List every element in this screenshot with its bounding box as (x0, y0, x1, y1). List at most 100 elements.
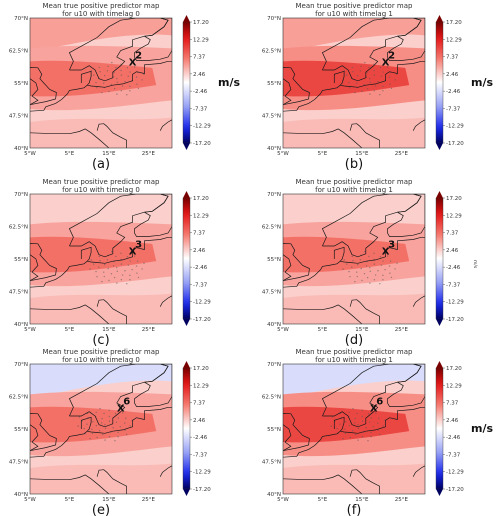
colorbar-tick-label: -12.29 (446, 124, 464, 130)
map-frame (29, 17, 173, 149)
coast-black-sea (412, 465, 425, 477)
colorbar-bottom-arrow (436, 143, 443, 150)
colorbar-tick-label: -17.20 (446, 141, 464, 147)
x-tick-label: 15°E (355, 327, 369, 333)
coast-jutland (80, 416, 92, 432)
dot (113, 71, 115, 74)
field-north-band (283, 18, 425, 53)
dot (369, 77, 371, 80)
colorbar-tick-label: -17.20 (193, 487, 211, 493)
colorbar-tick-label: -7.37 (446, 452, 461, 458)
dot (120, 69, 122, 72)
dot (95, 424, 98, 427)
dot (354, 280, 356, 283)
dot (356, 75, 359, 77)
map-frame (29, 363, 173, 495)
dot (116, 81, 119, 83)
y-tick-label: 55°N (267, 427, 281, 433)
dot (375, 412, 377, 414)
colorbar-top-arrow (183, 191, 190, 198)
colorbar-tick-label: -2.46 (193, 435, 208, 441)
dot (143, 262, 145, 264)
dot (126, 67, 129, 69)
coast-iberia-med (30, 304, 110, 324)
dot (108, 279, 110, 282)
dot (117, 436, 119, 438)
dot (116, 93, 118, 95)
dot (133, 255, 136, 257)
dot (356, 275, 358, 278)
dot (394, 268, 396, 270)
dot (373, 263, 376, 265)
x-tick-label: 15°E (102, 497, 116, 503)
dot (98, 266, 100, 268)
annotation-x-mark: X (382, 246, 390, 257)
dot (124, 270, 126, 272)
coast-jutland (80, 70, 92, 86)
x-tick-label: 15°E (102, 151, 116, 157)
field-south-region (283, 293, 425, 324)
annotation-x-mark: X (129, 57, 137, 68)
dot (116, 77, 118, 80)
dot (113, 276, 116, 279)
x-tick-label: 25°E (395, 327, 409, 333)
coast-black-sea (159, 465, 172, 477)
dot (89, 437, 91, 440)
coast-finland (134, 364, 172, 407)
dot (379, 256, 382, 258)
dot (361, 420, 364, 422)
dot (117, 431, 119, 434)
colorbar-bar (435, 367, 444, 490)
annotation-x-mark: X (370, 403, 378, 414)
significance-dots (89, 61, 145, 96)
y-tick-label: 47.5°N (9, 290, 28, 296)
dot (374, 85, 377, 87)
coast-iberia-med (283, 474, 363, 494)
colorbar: 17.20 12.29 7.37 2.46 -2.46 -7.37 -12.29 -17.20 (435, 361, 464, 496)
dot (349, 87, 351, 89)
dot (356, 82, 358, 84)
colorbar-tick-label: 7.37 (446, 231, 459, 237)
coast-adriatic (349, 469, 380, 494)
heatmap-field (283, 18, 425, 148)
dot (101, 91, 103, 94)
y-tick-label: 47.5°N (262, 290, 281, 296)
significance-dots (342, 61, 398, 96)
dot (366, 276, 369, 279)
dot (129, 71, 131, 73)
dot (369, 93, 371, 95)
dot (361, 90, 363, 93)
colorbar-top-arrow (183, 361, 190, 368)
y-tick-label: 55°N (267, 81, 281, 87)
significance-dots (77, 407, 133, 442)
colorbar: 17.20 12.29 7.37 2.46 -2.46 -7.37 -12.29 -17.20 (182, 15, 211, 150)
colorbar-tick-label: -17.20 (193, 141, 211, 147)
dot (386, 255, 389, 257)
dot (127, 264, 130, 266)
dot (103, 264, 106, 266)
y-tick-label: 70°N (14, 362, 28, 368)
dot (354, 91, 356, 94)
dot (378, 433, 381, 436)
dot (356, 264, 359, 266)
colorbar-tick-label: -7.37 (193, 452, 208, 458)
heatmap-field (283, 194, 425, 324)
y-tick-label: 40°N (14, 146, 28, 152)
dot (382, 90, 384, 92)
colorbar-bottom-arrow (436, 489, 443, 496)
x-tick-label: 5°W (24, 151, 36, 157)
dot (331, 416, 334, 418)
dot (78, 416, 81, 418)
panel-title-line2: for u10 with timelag 1 (315, 356, 393, 364)
dot (101, 422, 103, 424)
colorbar-bottom-arrow (183, 143, 190, 150)
colorbar-unit-label: m/s (471, 422, 493, 435)
y-tick-label: 55°N (14, 427, 28, 433)
x-tick-label: 5°E (318, 151, 328, 157)
x-tick-label: 25°E (142, 327, 156, 333)
dot (110, 84, 113, 86)
dot (137, 87, 140, 90)
dot (126, 283, 128, 285)
field-south-region (30, 293, 172, 324)
